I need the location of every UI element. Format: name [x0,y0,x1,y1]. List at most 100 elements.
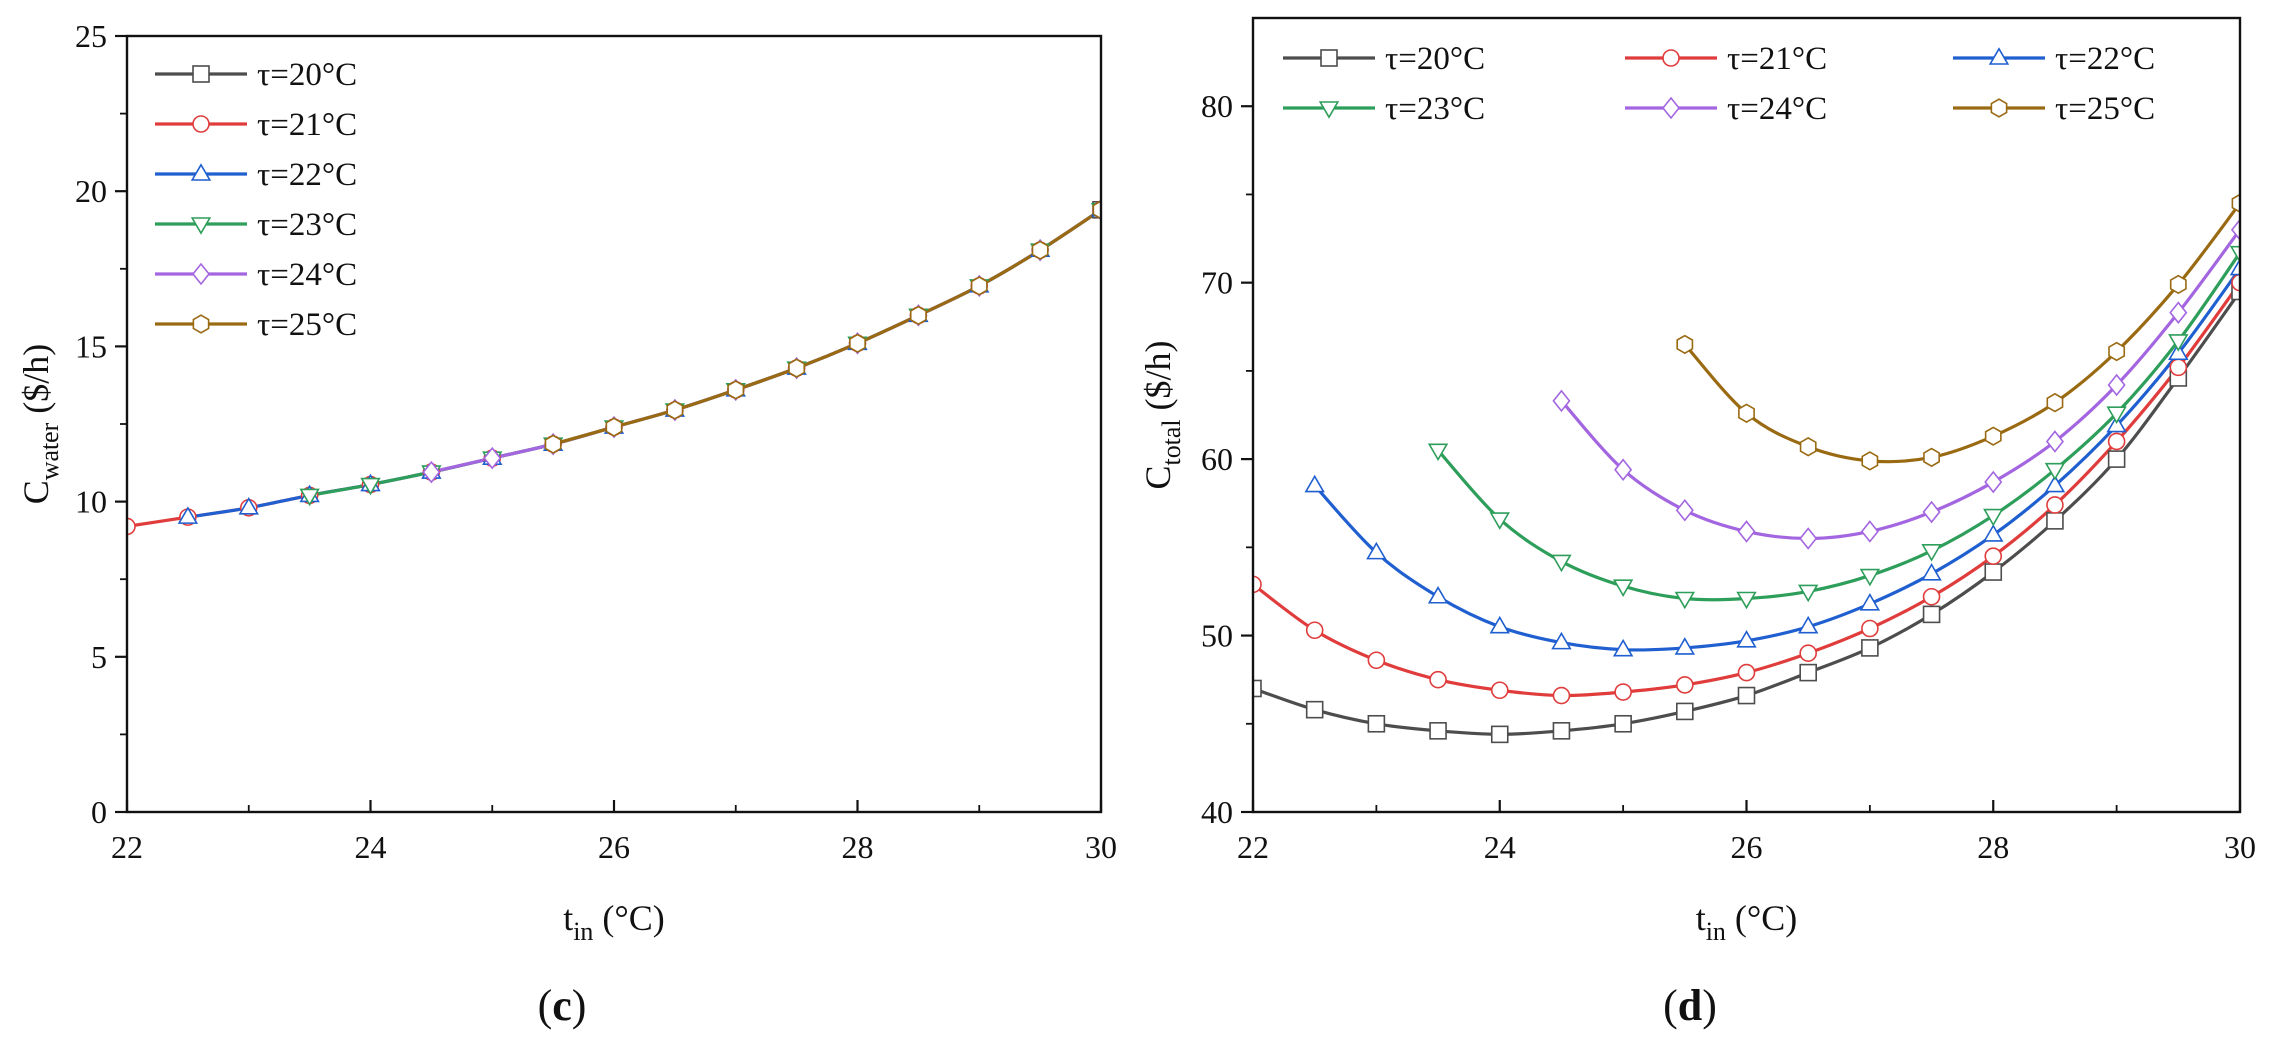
chart-panel-d: 22 24 26 28 30 40 50 60 70 80 tin (°C) Ctotal ($/h)… [1138,16,2256,1030]
x-axis-label-main: t [563,898,573,938]
series-markers-3 [299,203,1101,507]
legend-item-4: τ=24°C [155,257,357,293]
data-point-1-13-circle [2046,496,2064,514]
data-point-3-6-triangle-down [1797,584,1819,603]
y-tick-label: 50 [1201,618,1233,654]
data-point-3-8-triangle-down [1921,544,1942,562]
data-point-1-11-circle [1922,587,1941,606]
legend-label: τ=24°C [257,257,357,293]
data-point-5-9-hexagon [2231,193,2240,213]
panel-label-open: ( [538,981,553,1030]
y-axis-label-sub: total [1157,419,1186,465]
data-point-4-0-diamond [1552,389,1571,413]
series-markers-1 [127,201,1101,536]
legend-marker-circle [1662,49,1680,67]
data-point-5-7-hexagon [2108,341,2126,362]
series-markers-5 [1676,193,2240,471]
y-tick-label: 25 [75,18,107,54]
x-axis-label: tin (°C) [1696,898,1798,946]
data-point-5-5-hexagon [1984,426,2002,446]
data-point-3-1-triangle-down [1489,512,1510,530]
data-point-3-1-triangle-down [360,477,381,496]
data-point-4-9-diamond [2107,373,2126,397]
panel-label-close: ) [1702,981,1717,1030]
data-point-5-6-hexagon [2046,392,2064,413]
panel-label-open: ( [1663,981,1678,1030]
x-tick-label: 30 [1085,829,1117,865]
data-point-3-9-triangle-down [1983,508,2004,527]
panel-label-letter: d [1678,981,1702,1030]
series-line-4 [1559,228,2240,541]
series-markers-4 [422,198,1101,484]
data-point-1-15-circle [2169,358,2188,377]
legend-marker-diamond [191,262,211,286]
series-markers-4 [1552,218,2240,550]
data-point-4-11-diamond [2230,218,2240,242]
legend-item-5: τ=25°C [155,307,357,343]
data-point-0-10-square [1861,639,1879,657]
data-point-5-8-hexagon [1031,240,1049,260]
panel-label-letter: c [552,981,572,1030]
data-point-5-6-hexagon [909,305,927,326]
data-point-2-4-triangle-up [1551,631,1572,650]
data-point-5-5-hexagon [849,333,866,354]
y-tick-label: 0 [91,794,107,830]
series-group [1253,193,2240,744]
legend-item-3: τ=23°C [1283,91,1485,127]
data-point-2-15-triangle-up [2229,257,2240,276]
x-tick-label: 24 [355,829,387,865]
data-point-2-8-triangle-up [1797,615,1819,634]
data-point-0-12-square [1984,563,2003,581]
data-point-2-2-triangle-up [1427,585,1449,604]
data-point-4-8-diamond [2045,430,2064,453]
data-point-2-1-triangle-up [238,497,259,515]
legend: τ=20°C τ=21°C τ=22°C τ=23°C τ=24°C τ=25°C [1283,41,2155,127]
data-point-3-2-triangle-down [1551,554,1572,573]
legend-marker-hexagon [192,314,210,334]
legend-label: τ=21°C [1727,41,1827,77]
y-tick-label: 10 [75,484,107,520]
legend-label: τ=25°C [257,307,357,343]
data-point-5-0-hexagon [544,434,562,454]
legend-item-5: τ=25°C [1953,91,2155,127]
data-point-4-6-diamond [1922,500,1941,524]
x-tick-label: 28 [842,829,874,865]
y-tick-label: 80 [1201,88,1233,124]
data-point-1-14-circle [2107,432,2126,451]
data-point-2-12-triangle-up [2044,474,2066,493]
data-point-1-4-circle [1490,681,1509,700]
data-point-5-4-hexagon [1923,447,1940,468]
y-tick-label: 60 [1201,441,1233,477]
series-markers-2 [177,199,1101,524]
data-point-3-0-triangle-down [1427,443,1449,462]
legend-item-4: τ=24°C [1625,91,1827,127]
y-axis-label-main: C [16,480,56,504]
data-point-5-0-hexagon [1676,334,1694,355]
legend-marker-triangle-down [1318,101,1340,119]
series-group [127,198,1101,536]
series-markers-5 [544,200,1101,454]
data-point-1-16-circle [2231,273,2240,292]
data-point-2-1-triangle-up [1366,541,1387,560]
legend-label: τ=20°C [257,57,357,93]
data-point-2-0-triangle-up [177,506,199,524]
data-point-0-0-square [1253,679,1262,698]
data-point-0-5-square [1552,722,1571,740]
legend: τ=20°C τ=21°C τ=22°C τ=23°C τ=24°C τ=25°C [155,57,357,343]
data-point-2-7-triangle-up [1736,630,1757,648]
x-axis-label-unit: (°C) [1726,898,1797,938]
legend-marker-diamond [1661,96,1681,120]
data-point-5-3-hexagon [727,380,745,400]
y-tick-label: 20 [75,173,107,209]
legend-marker-triangle-down [190,217,212,235]
y-tick-label: 15 [75,328,107,364]
legend-item-3: τ=23°C [155,207,357,243]
y-axis-label-unit: ($/h) [1138,340,1178,419]
data-point-1-9-circle [1799,644,1817,663]
data-point-5-1-hexagon [605,417,623,437]
legend-marker-triangle-up [190,163,212,181]
panel-label: (c) [538,981,587,1030]
data-point-2-3-triangle-up [1489,615,1510,634]
